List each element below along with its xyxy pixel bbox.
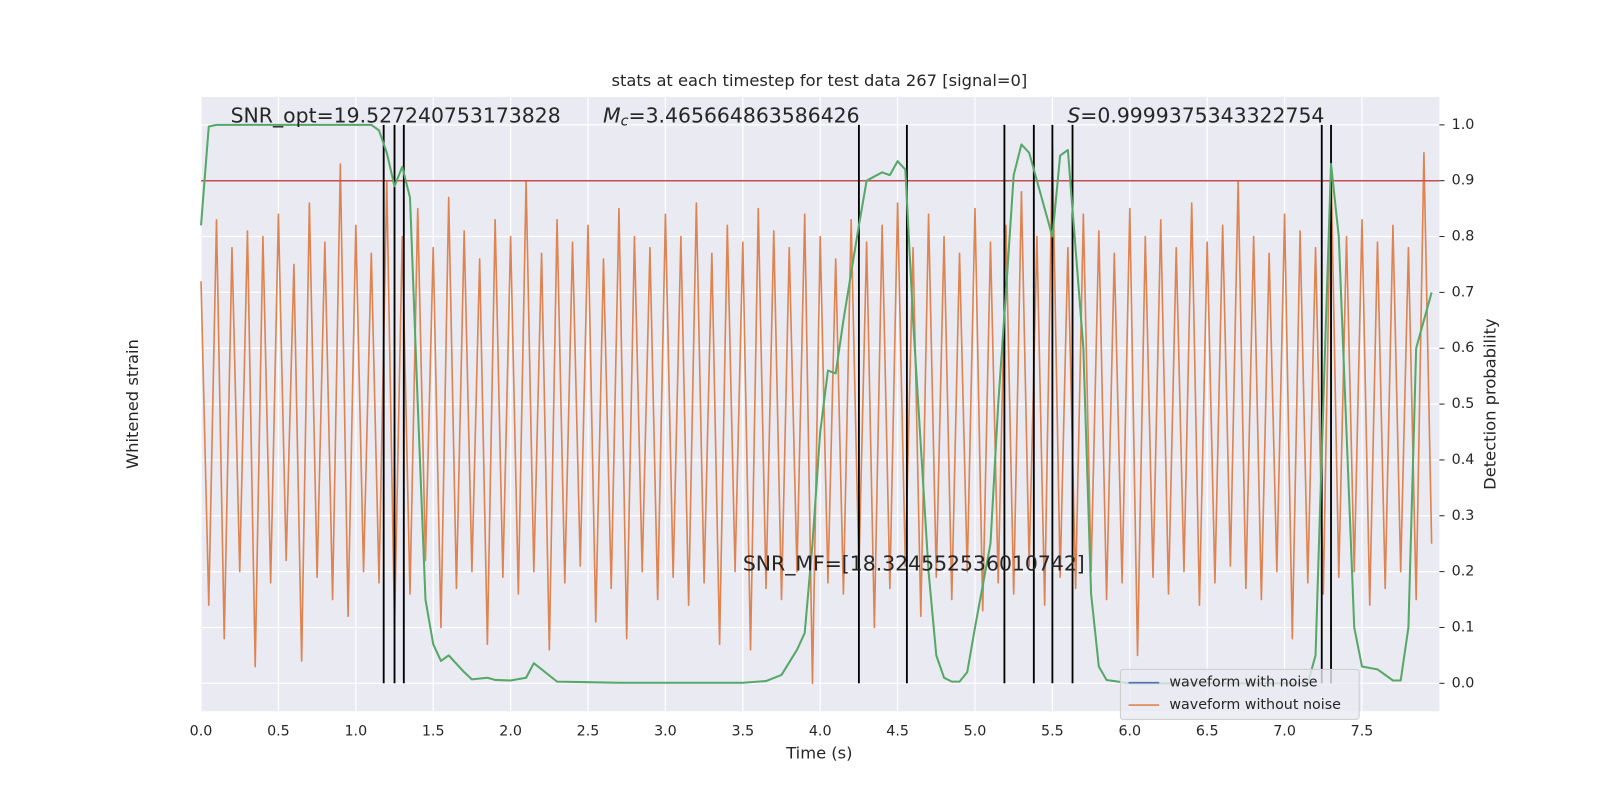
annotation-part: M (603, 103, 621, 127)
legend-label: waveform without noise (1169, 697, 1341, 713)
y-axis-label: Whitened strain (123, 339, 142, 469)
x-tick-label: 0.5 (267, 724, 290, 740)
x-tick-label: 6.5 (1196, 724, 1219, 740)
x-tick-label: 5.0 (964, 724, 987, 740)
annotation: Mc=3.465664863586426 (603, 103, 860, 129)
y2-tick-label: 0.7 (1452, 284, 1475, 300)
x-tick-label: 1.5 (422, 724, 445, 740)
x-tick-label: 2.0 (499, 724, 522, 740)
x-tick-label: 4.5 (886, 724, 909, 740)
chart-title: stats at each timestep for test data 267… (611, 71, 1027, 90)
y2-tick-label: 0.0 (1452, 675, 1475, 691)
x-tick-label: 3.0 (654, 724, 677, 740)
marks (200, 123, 1440, 685)
y2-axis-label: Detection probability (1480, 318, 1499, 490)
y2-tick-label: 0.2 (1452, 564, 1475, 580)
x-tick-label: 6.0 (1118, 724, 1141, 740)
x-tick-label: 1.0 (344, 724, 367, 740)
y2-tick-label: 0.9 (1452, 173, 1475, 189)
annotation: SNR_MF=[18.324552536010742] (743, 551, 1085, 576)
y2-tick-label: 0.1 (1452, 619, 1475, 635)
annotation-part: =0.9999375343322754 (1080, 103, 1324, 127)
x-tick-label: 2.5 (577, 724, 600, 740)
annotation-part: S (1067, 103, 1080, 127)
y2-tick-label: 0.5 (1452, 396, 1475, 412)
waveform-line (200, 146, 1433, 685)
y2-tick-label: 1.0 (1452, 117, 1475, 133)
x-tick-label: 4.0 (809, 724, 832, 740)
y2-tick-label: 0.3 (1452, 508, 1475, 524)
annotation: S=0.9999375343322754 (1067, 103, 1324, 127)
x-tick-label: 7.0 (1273, 724, 1296, 740)
annotation-part: c (621, 113, 629, 129)
x-tick-label: 7.5 (1351, 724, 1374, 740)
x-tick-label: 3.5 (731, 724, 754, 740)
legend: waveform with noise waveform without nois… (1119, 668, 1360, 720)
legend-label: waveform with noise (1169, 675, 1317, 691)
legend-box (1119, 668, 1360, 720)
labels: 0.0 0.5 1.0 1.5 2.0 2.5 3.0 3.5 4.0 4.5 5.0 5.5 6.0 6… (190, 103, 1475, 739)
annotation-part: SNR_MF=[18.324552536010742] (743, 551, 1085, 576)
y2-tick-label: 0.6 (1452, 340, 1475, 356)
annotation-part: =3.465664863586426 (628, 103, 859, 127)
y2-tick-label: 0.4 (1452, 452, 1475, 468)
annotation: SNR_opt=19.527240753173828 (231, 103, 561, 128)
x-tick-label: 0.0 (190, 724, 213, 740)
x-axis-label: Time (s) (785, 744, 852, 763)
x-tick-label: 5.5 (1041, 724, 1064, 740)
y2-tick-label: 0.8 (1452, 229, 1475, 245)
annotation-part: SNR_opt=19.527240753173828 (231, 103, 561, 128)
